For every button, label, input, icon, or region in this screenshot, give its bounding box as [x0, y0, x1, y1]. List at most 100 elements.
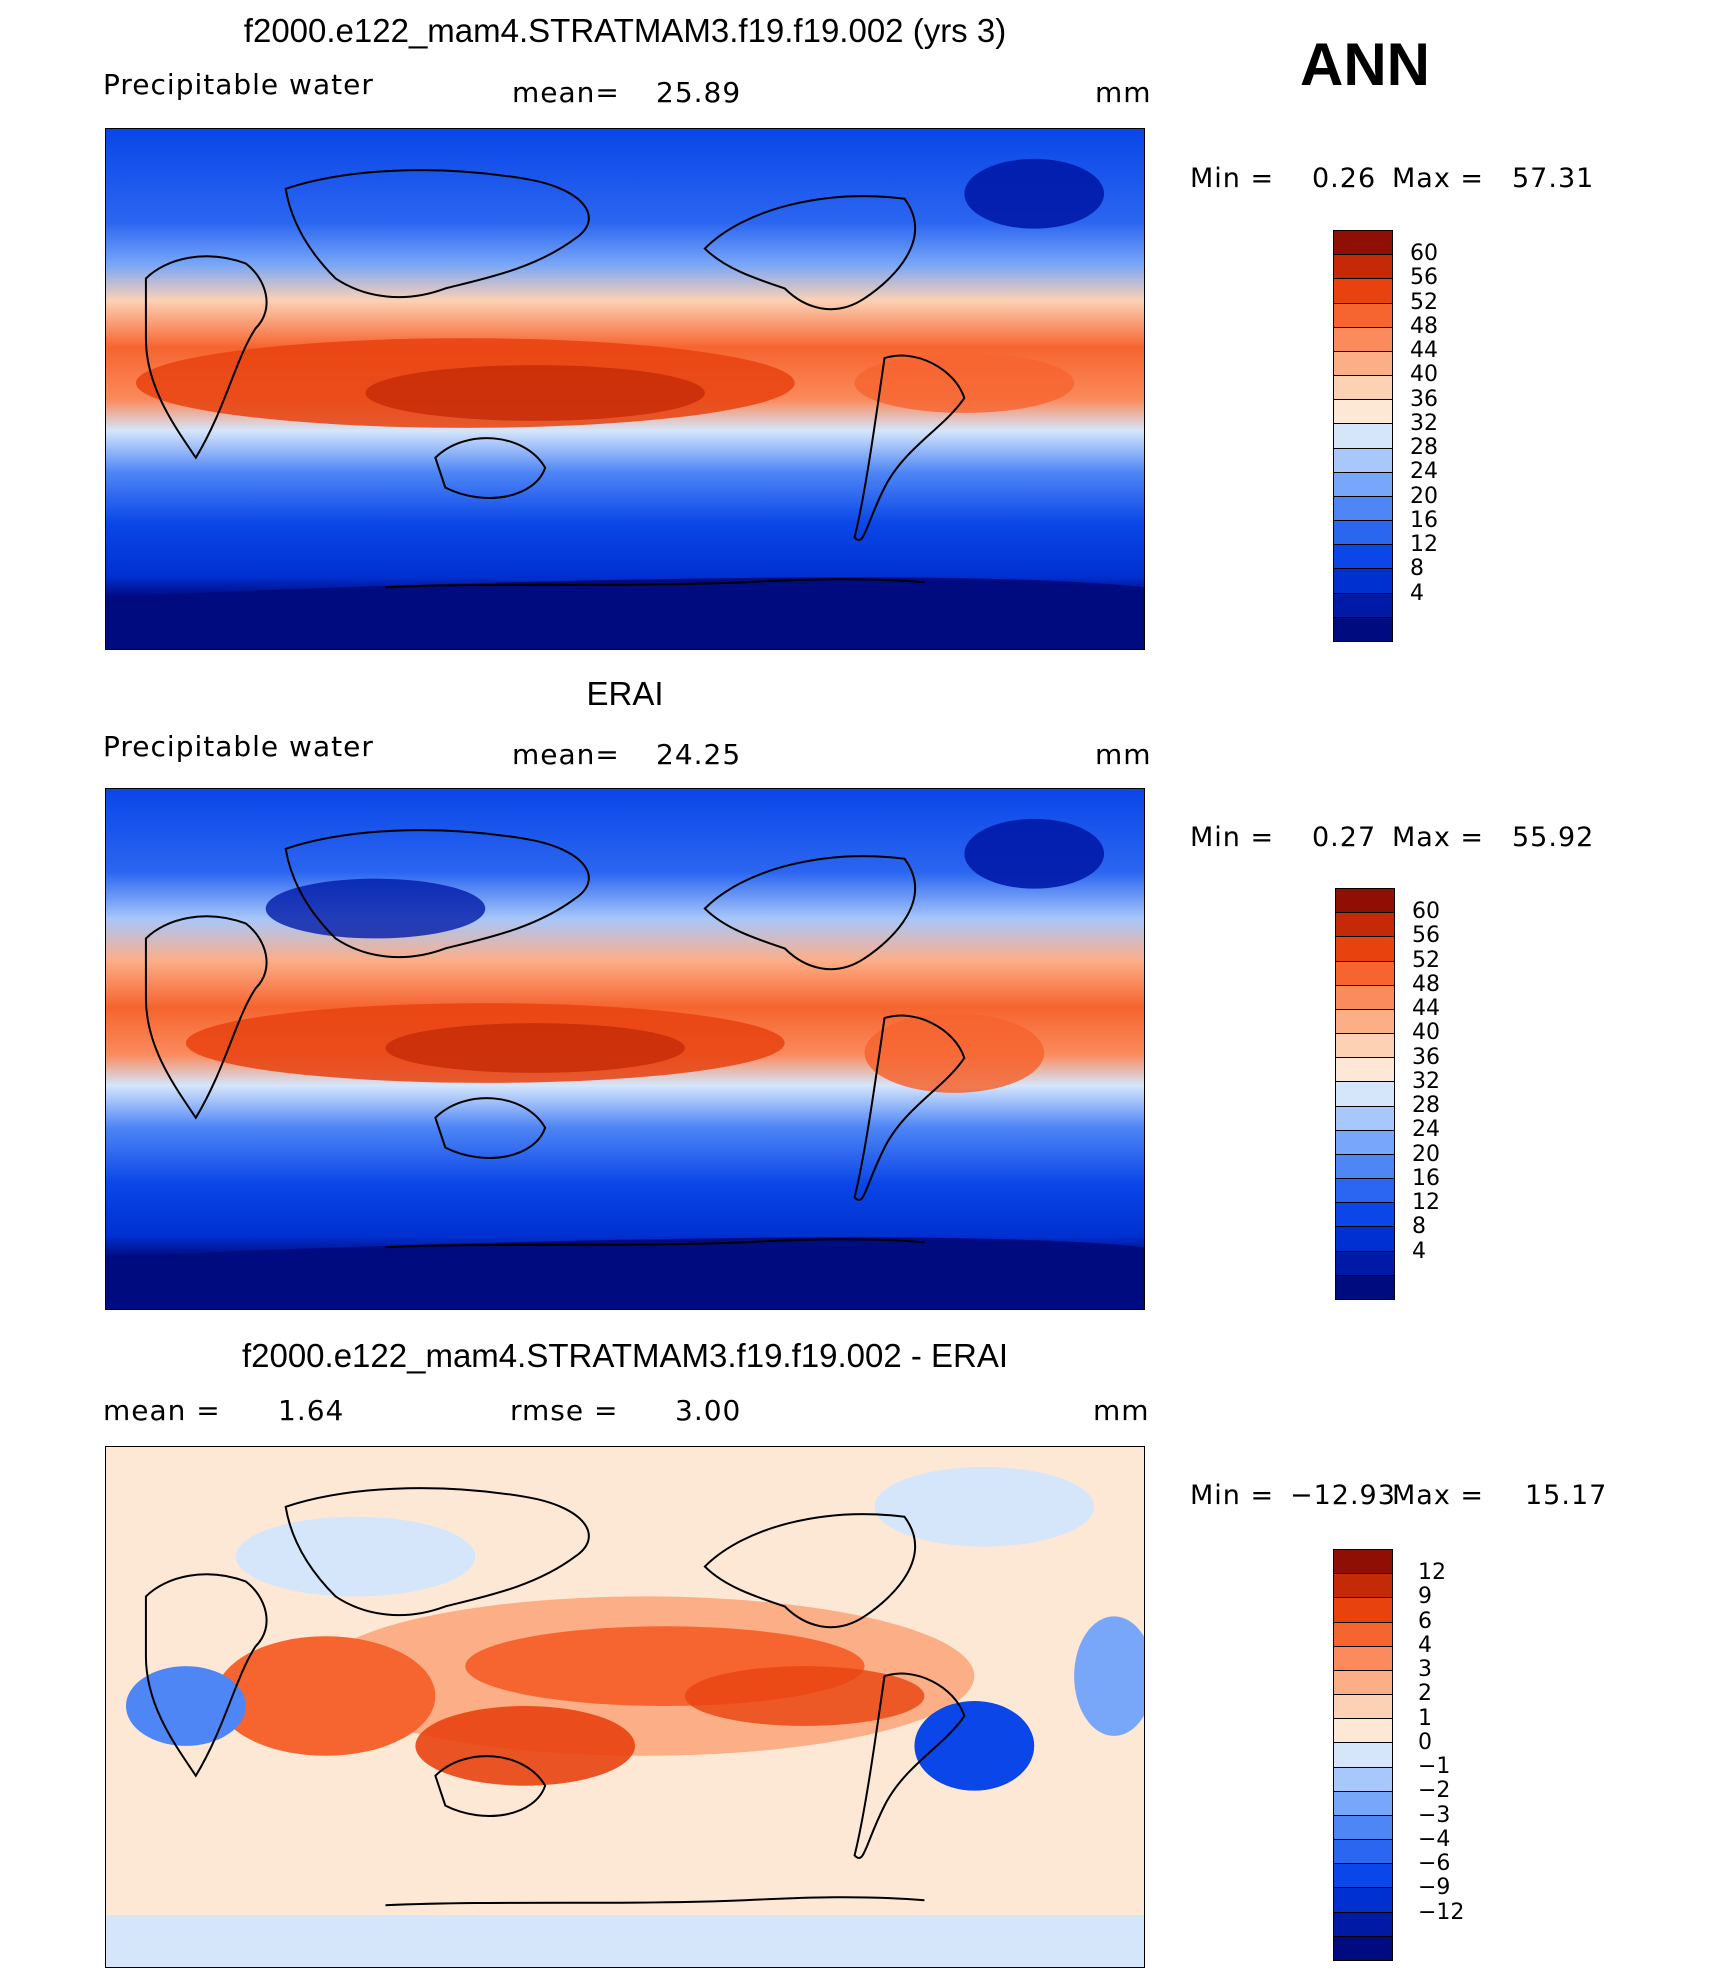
colorbar-tick-label: 16 — [1412, 1165, 1440, 1191]
colorbar-tick-label: 44 — [1410, 338, 1438, 364]
colorbar-swatch — [1334, 1888, 1392, 1913]
colorbar-tick-label: 8 — [1410, 556, 1424, 582]
colorbar-tick-label: 1 — [1418, 1705, 1432, 1731]
panel-2-colorbar — [1335, 888, 1395, 1300]
panel-2-map-svg — [106, 789, 1144, 1309]
colorbar-swatch — [1336, 1203, 1394, 1228]
colorbar-tick-label: 20 — [1412, 1141, 1440, 1167]
colorbar-swatch — [1336, 1130, 1394, 1155]
colorbar-swatch — [1334, 569, 1392, 594]
colorbar-tick-label: 12 — [1410, 532, 1438, 558]
panel-1-units: mm — [1095, 76, 1152, 109]
colorbar-swatch — [1334, 593, 1392, 618]
colorbar-swatch — [1334, 255, 1392, 280]
colorbar-tick-label: 24 — [1412, 1117, 1440, 1143]
colorbar-tick-label: 6 — [1418, 1608, 1432, 1634]
panel-3-units: mm — [1093, 1394, 1150, 1427]
colorbar-swatch — [1336, 985, 1394, 1010]
colorbar-tick-label: 40 — [1410, 362, 1438, 388]
colorbar-tick-label: −9 — [1418, 1875, 1451, 1901]
colorbar-swatch — [1334, 303, 1392, 328]
colorbar-swatch — [1334, 1598, 1392, 1623]
colorbar-swatch — [1334, 1695, 1392, 1720]
panel-2-mean-label: mean= — [512, 738, 620, 771]
panel-3-max-label: Max = — [1392, 1480, 1485, 1511]
panel-3-map-svg — [106, 1447, 1144, 1967]
panel-1-title: f2000.e122_mam4.STRATMAM3.f19.f19.002 (y… — [243, 12, 1007, 49]
colorbar-swatch — [1334, 545, 1392, 570]
colorbar-tick-label: −3 — [1418, 1802, 1451, 1828]
colorbar-tick-label: 12 — [1412, 1190, 1440, 1216]
colorbar-tick-label: 56 — [1410, 265, 1438, 291]
colorbar-swatch — [1334, 1864, 1392, 1889]
colorbar-tick-label: −6 — [1418, 1851, 1451, 1877]
colorbar-swatch — [1334, 400, 1392, 425]
colorbar-tick-label: 8 — [1412, 1214, 1426, 1240]
colorbar-tick-label: 2 — [1418, 1681, 1432, 1707]
colorbar-swatch — [1334, 1574, 1392, 1599]
colorbar-tick-label: 36 — [1412, 1044, 1440, 1070]
colorbar-swatch — [1334, 1622, 1392, 1647]
panel-2-max-label: Max = — [1392, 822, 1485, 853]
colorbar-swatch — [1336, 961, 1394, 986]
colorbar-swatch — [1334, 1670, 1392, 1696]
panel-2-min-value: 0.27 — [1312, 822, 1377, 853]
colorbar-tick-label: 28 — [1412, 1093, 1440, 1119]
panel-1-colorbar — [1333, 230, 1393, 642]
colorbar-swatch — [1334, 1719, 1392, 1744]
colorbar-swatch — [1334, 1791, 1392, 1816]
panel-3-min-value: −12.93 — [1290, 1480, 1396, 1511]
colorbar-tick-label: 48 — [1410, 313, 1438, 339]
panel-2-min-label: Min = — [1190, 822, 1275, 853]
panel-1-colorbar-ticks: 60 56 52 48 44 40 36 32 28 24 20 16 12 8 4 — [1410, 230, 1470, 642]
colorbar-swatch — [1334, 521, 1392, 546]
panel-2-mean-value: 24.25 — [656, 738, 742, 771]
colorbar-swatch — [1336, 1082, 1394, 1107]
colorbar-tick-label: −12 — [1418, 1899, 1465, 1925]
colorbar-tick-label: −4 — [1418, 1826, 1451, 1852]
colorbar-tick-label: 12 — [1418, 1560, 1446, 1586]
colorbar-swatch — [1336, 1009, 1394, 1035]
colorbar-tick-label: 52 — [1410, 289, 1438, 315]
colorbar-tick-label: 40 — [1412, 1020, 1440, 1046]
panel-1-min-value: 0.26 — [1312, 163, 1377, 194]
colorbar-swatch — [1336, 1179, 1394, 1204]
colorbar-swatch — [1334, 1743, 1392, 1768]
colorbar-swatch — [1334, 1767, 1392, 1792]
panel-1-mean-value: 25.89 — [656, 76, 742, 109]
colorbar-swatch — [1334, 1646, 1392, 1671]
colorbar-swatch — [1336, 1251, 1394, 1276]
colorbar-tick-label: 4 — [1418, 1632, 1432, 1658]
colorbar-swatch — [1334, 1550, 1392, 1575]
panel-3-title: f2000.e122_mam4.STRATMAM3.f19.f19.002 - … — [241, 1337, 1009, 1374]
colorbar-swatch — [1336, 889, 1394, 914]
colorbar-tick-label: 9 — [1418, 1584, 1432, 1610]
colorbar-swatch — [1336, 1154, 1394, 1180]
colorbar-swatch — [1334, 496, 1392, 522]
panel-1-max-value: 57.31 — [1512, 163, 1595, 194]
colorbar-swatch — [1336, 1227, 1394, 1252]
panel-2-colorbar-ticks: 60 56 52 48 44 40 36 32 28 24 20 16 12 8 4 — [1412, 888, 1472, 1300]
panel-3-rmse-value: 3.00 — [675, 1394, 742, 1427]
panel-3-mean-value: 1.64 — [278, 1394, 345, 1427]
panel-3-min-label: Min = — [1190, 1480, 1275, 1511]
colorbar-tick-label: 20 — [1410, 483, 1438, 509]
panel-3-colorbar-ticks: 12 9 6 4 3 2 1 0 −1 −2 −3 −4 −6 −9 −12 — [1418, 1549, 1478, 1961]
colorbar-swatch — [1334, 1936, 1392, 1960]
colorbar-tick-label: 52 — [1412, 947, 1440, 973]
colorbar-tick-label: 32 — [1410, 410, 1438, 436]
panel-1-map — [105, 128, 1145, 650]
colorbar-tick-label: 56 — [1412, 923, 1440, 949]
season-label: ANN — [1300, 31, 1430, 98]
colorbar-swatch — [1334, 327, 1392, 352]
colorbar-tick-label: 3 — [1418, 1657, 1432, 1683]
colorbar-tick-label: −2 — [1418, 1778, 1451, 1804]
colorbar-swatch — [1334, 472, 1392, 497]
panel-1-variable-label: Precipitable water — [103, 68, 374, 101]
colorbar-swatch — [1334, 448, 1392, 473]
colorbar-tick-label: 60 — [1412, 899, 1440, 925]
panel-2-max-value: 55.92 — [1512, 822, 1595, 853]
panel-2-units: mm — [1095, 738, 1152, 771]
colorbar-swatch — [1334, 376, 1392, 401]
panel-2-map — [105, 788, 1145, 1310]
